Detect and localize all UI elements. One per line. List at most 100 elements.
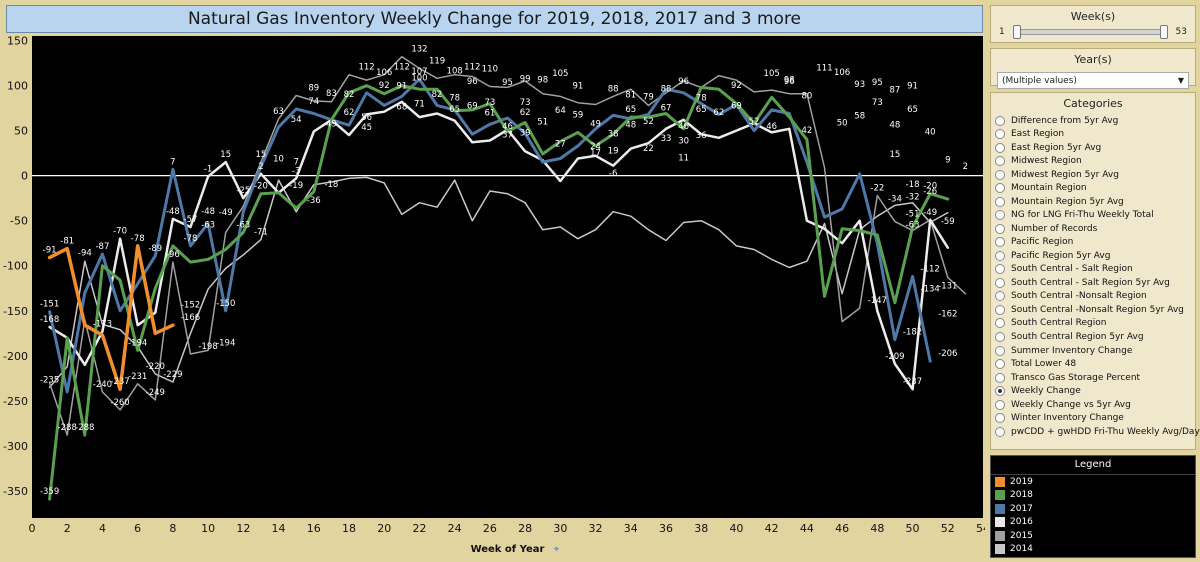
radio-button[interactable] — [995, 372, 1005, 383]
radio-button[interactable] — [995, 291, 1005, 302]
data-label: 95 — [872, 78, 883, 88]
data-label: 37 — [502, 130, 513, 140]
category-option[interactable]: Weekly Change vs 5yr Avg — [995, 398, 1195, 412]
data-label: 2 — [258, 162, 263, 172]
category-option[interactable]: pwCDD + gwHDD Fri-Thu Weekly Avg/Day — [995, 425, 1200, 439]
radio-button[interactable] — [995, 399, 1005, 410]
radio-button[interactable] — [995, 156, 1005, 167]
category-option[interactable]: Number of Records — [995, 222, 1195, 236]
category-option[interactable]: Midwest Region — [995, 155, 1195, 169]
data-label: 7 — [170, 157, 175, 167]
data-label: 63 — [273, 107, 284, 117]
radio-button[interactable] — [995, 345, 1005, 356]
category-option[interactable]: South Central - Salt Region 5yr Avg — [995, 276, 1195, 290]
category-option[interactable]: Mountain Region — [995, 182, 1195, 196]
radio-button[interactable] — [995, 386, 1005, 397]
x-tick-label: 14 — [272, 522, 286, 535]
data-label: 9 — [945, 156, 950, 166]
category-option[interactable]: South Central - Salt Region — [995, 263, 1195, 277]
legend-item[interactable]: 2017 — [991, 502, 1195, 516]
radio-button[interactable] — [995, 142, 1005, 153]
radio-button[interactable] — [995, 115, 1005, 126]
radio-button[interactable] — [995, 129, 1005, 140]
category-option[interactable]: Weekly Change — [995, 384, 1195, 398]
category-option[interactable]: Summer Inventory Change — [995, 344, 1195, 358]
data-label: 52 — [749, 117, 760, 127]
category-option[interactable]: Total Lower 48 — [995, 357, 1195, 371]
category-label: Pacific Region 5yr Avg — [1011, 250, 1111, 261]
category-option[interactable]: Transco Gas Storage Percent — [995, 371, 1195, 385]
radio-button[interactable] — [995, 413, 1005, 424]
weeks-slider[interactable]: 1 53 — [991, 23, 1195, 41]
data-label: 83 — [326, 89, 337, 99]
data-label: 7 — [293, 157, 298, 167]
data-label: 10 — [273, 155, 284, 165]
category-option[interactable]: Midwest Region 5yr Avg — [995, 168, 1195, 182]
category-option[interactable]: Mountain Region 5yr Avg — [995, 195, 1195, 209]
category-option[interactable]: Winter Inventory Change — [995, 411, 1195, 425]
radio-button[interactable] — [995, 210, 1005, 221]
x-tick-label: 24 — [448, 522, 462, 535]
category-label: Midwest Region — [1011, 156, 1082, 167]
category-label: Transco Gas Storage Percent — [1011, 372, 1141, 383]
years-select[interactable]: (Multiple values) ▼ — [997, 72, 1189, 89]
data-label: 87 — [890, 85, 901, 95]
legend-item[interactable]: 2015 — [991, 529, 1195, 543]
radio-button[interactable] — [995, 223, 1005, 234]
radio-button[interactable] — [995, 318, 1005, 329]
radio-button[interactable] — [995, 359, 1005, 370]
weeks-slider-max-handle[interactable] — [1159, 25, 1168, 39]
data-label: 71 — [414, 100, 425, 110]
category-option[interactable]: South Central -Nonsalt Region 5yr Avg — [995, 303, 1195, 317]
data-label: 50 — [837, 119, 848, 129]
radio-button[interactable] — [995, 196, 1005, 207]
radio-button[interactable] — [995, 304, 1005, 315]
category-option[interactable]: Pacific Region 5yr Avg — [995, 249, 1195, 263]
category-option[interactable]: South Central -Nonsalt Region — [995, 290, 1195, 304]
radio-button[interactable] — [995, 277, 1005, 288]
data-label: -112 — [921, 265, 940, 275]
radio-button[interactable] — [995, 264, 1005, 275]
data-label: -81 — [60, 237, 74, 247]
series-line-2018 — [48, 84, 950, 501]
data-label: 46 — [502, 122, 513, 132]
legend: Legend 2019 2018 2017 2016 2015 2014 — [990, 455, 1196, 558]
data-label: 56 — [361, 113, 372, 123]
radio-button[interactable] — [995, 332, 1005, 342]
data-label: -206 — [938, 349, 957, 359]
weeks-max-label: 53 — [1175, 27, 1187, 37]
x-tick-label: 34 — [624, 522, 638, 535]
data-label: -240 — [93, 380, 112, 390]
radio-button[interactable] — [995, 169, 1005, 180]
legend-item[interactable]: 2016 — [991, 516, 1195, 530]
legend-item[interactable]: 2019 — [991, 475, 1195, 489]
data-label: 17 — [590, 148, 601, 158]
data-label: 73 — [484, 98, 495, 108]
category-option[interactable]: Difference from 5yr Avg — [995, 114, 1195, 128]
weeks-slider-min-handle[interactable] — [1012, 25, 1021, 39]
x-tick-label: 42 — [765, 522, 779, 535]
category-option[interactable]: South Central Region 5yr Avg — [995, 330, 1195, 344]
radio-button[interactable] — [995, 426, 1005, 437]
radio-button[interactable] — [995, 250, 1005, 261]
years-filter-panel: Year(s) (Multiple values) ▼ — [990, 48, 1196, 89]
data-label: -229 — [163, 370, 182, 380]
data-label: 100 — [411, 74, 427, 84]
legend-item[interactable]: 2014 — [991, 543, 1195, 557]
category-option[interactable]: East Region — [995, 128, 1195, 142]
data-label: -288 — [58, 423, 77, 433]
radio-button[interactable] — [995, 237, 1005, 248]
legend-item[interactable]: 2018 — [991, 489, 1195, 503]
category-option[interactable]: Pacific Region — [995, 236, 1195, 250]
weeks-slider-track[interactable] — [1012, 25, 1168, 39]
category-option[interactable]: NG for LNG Fri-Thu Weekly Total — [995, 209, 1195, 223]
category-option[interactable]: South Central Region — [995, 317, 1195, 331]
category-label: South Central - Salt Region — [1011, 264, 1133, 275]
category-label: Weekly Change vs 5yr Avg — [1011, 399, 1131, 410]
x-tick-label: 30 — [553, 522, 567, 535]
category-option[interactable]: East Region 5yr Avg — [995, 141, 1195, 155]
data-label: -22 — [870, 183, 884, 193]
x-tick-label: 10 — [201, 522, 215, 535]
x-axis-label: Week of Year — [471, 544, 545, 555]
radio-button[interactable] — [995, 183, 1005, 194]
